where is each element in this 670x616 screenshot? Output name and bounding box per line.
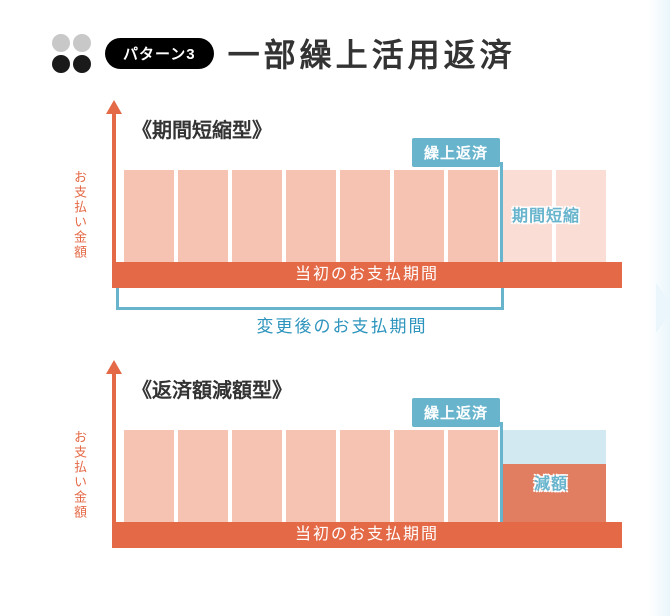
- y-axis-label: お支払い金額: [70, 170, 89, 260]
- dot: [73, 55, 91, 73]
- bar: [340, 170, 390, 262]
- bar: [178, 170, 228, 262]
- pattern-dots-icon: [52, 34, 91, 73]
- chart-title: 《期間短縮型》: [132, 114, 272, 143]
- chart-period-shortening: お支払い金額 《期間短縮型》 繰上返済 期間短縮 当初のお支払期間 変更後のお支…: [72, 110, 612, 320]
- bar: [232, 430, 282, 522]
- bar: [394, 430, 444, 522]
- bar: [124, 170, 174, 262]
- dot: [52, 55, 70, 73]
- bar: [232, 170, 282, 262]
- bar: [448, 430, 498, 522]
- callout-line: [500, 422, 503, 522]
- y-axis: [112, 370, 116, 525]
- dot: [52, 34, 70, 52]
- x-axis-label: 当初のお支払期間: [112, 262, 622, 288]
- bracket-label: 変更後のお支払期間: [72, 312, 612, 337]
- bar: [394, 170, 444, 262]
- bar: [124, 430, 174, 522]
- bar: [286, 170, 336, 262]
- page-title: 一部繰上活用返済: [228, 30, 516, 76]
- header: パターン3 一部繰上活用返済: [52, 30, 516, 76]
- callout-line: [500, 162, 503, 262]
- bar: [448, 170, 498, 262]
- chart-amount-reduction: お支払い金額 《返済額減額型》 繰上返済 減額 当初のお支払期間: [72, 370, 612, 580]
- bar: [178, 430, 228, 522]
- bar: [340, 430, 390, 522]
- right-arrow-icon: [656, 283, 670, 333]
- inner-label-reduction: 減額: [534, 470, 568, 494]
- y-axis-label: お支払い金額: [70, 430, 89, 520]
- dot: [73, 34, 91, 52]
- chart-title: 《返済額減額型》: [132, 374, 292, 403]
- callout-prepayment: 繰上返済: [412, 138, 500, 167]
- y-axis: [112, 110, 116, 265]
- bracket-changed-period: [116, 288, 504, 310]
- inner-label-period-short: 期間短縮: [512, 202, 580, 226]
- x-axis-label: 当初のお支払期間: [112, 522, 622, 548]
- pattern-badge: パターン3: [105, 38, 214, 69]
- bar: [286, 430, 336, 522]
- callout-prepayment: 繰上返済: [412, 398, 500, 427]
